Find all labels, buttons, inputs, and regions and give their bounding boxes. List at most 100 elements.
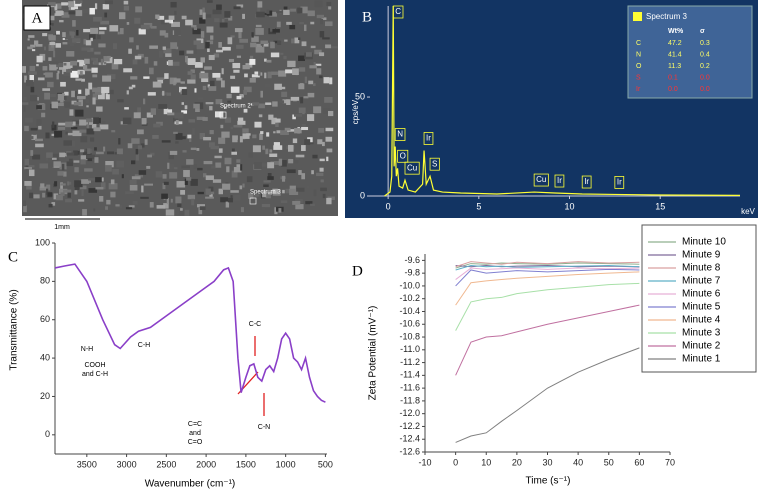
texture: [57, 102, 64, 107]
texture: [298, 170, 302, 175]
texture: [201, 77, 209, 83]
x-tick-label: 3000: [117, 459, 137, 469]
texture: [212, 72, 221, 78]
texture: [175, 133, 183, 140]
texture: [140, 143, 145, 148]
texture: [181, 165, 190, 169]
texture: [319, 75, 323, 79]
texture: [40, 183, 45, 188]
texture: [167, 162, 170, 169]
texture: [105, 206, 108, 210]
texture: [212, 9, 222, 15]
texture: [74, 167, 79, 173]
texture: [214, 111, 224, 118]
texture: [272, 101, 278, 107]
texture: [81, 179, 90, 184]
texture: [269, 149, 273, 153]
texture: [169, 150, 178, 155]
texture: [46, 152, 53, 158]
texture: [112, 168, 119, 175]
texture: [167, 109, 173, 113]
y-tick-label: 40: [40, 352, 50, 362]
texture: [199, 132, 205, 140]
texture: [84, 58, 90, 64]
texture: [153, 61, 158, 66]
texture: [287, 60, 296, 68]
x-tick-label: 0: [453, 457, 458, 467]
texture: [177, 200, 182, 207]
x-tick-label: 1500: [236, 459, 256, 469]
texture: [188, 119, 196, 123]
texture: [69, 181, 72, 185]
texture: [113, 58, 123, 65]
texture: [322, 193, 326, 199]
texture: [43, 46, 47, 51]
texture: [205, 175, 214, 181]
texture: [206, 103, 213, 108]
texture: [36, 55, 43, 63]
texture: [206, 0, 213, 3]
texture: [167, 112, 175, 116]
peak-label-box: [533, 173, 549, 187]
texture: [199, 17, 206, 24]
y-axis-title: Transmittance (%): [9, 289, 20, 370]
texture: [221, 68, 224, 75]
texture: [136, 45, 139, 50]
texture: [291, 38, 294, 44]
texture: [63, 95, 67, 100]
texture: [83, 28, 92, 33]
texture: [262, 145, 265, 150]
texture: [90, 37, 93, 42]
texture: [257, 1, 263, 8]
texture: [196, 116, 205, 120]
texture: [85, 88, 88, 96]
texture: [278, 158, 283, 166]
texture: [230, 126, 233, 130]
texture: [69, 31, 75, 36]
texture: [161, 140, 171, 143]
texture: [162, 90, 165, 96]
texture: [32, 154, 41, 160]
texture: [231, 170, 238, 178]
texture: [61, 163, 65, 171]
panel-label: B: [362, 9, 372, 25]
texture: [48, 2, 56, 7]
spectrum-line: [384, 5, 741, 197]
texture: [236, 95, 242, 100]
texture: [252, 145, 261, 153]
x-tick-label: 50: [604, 457, 614, 467]
texture: [100, 20, 110, 25]
texture: [64, 91, 69, 96]
texture: [268, 192, 273, 195]
texture: [170, 42, 178, 49]
texture: [60, 183, 66, 186]
texture: [88, 82, 93, 90]
peak-label: Ir: [614, 176, 625, 189]
texture: [190, 178, 198, 186]
peak-label-text: C: [395, 7, 401, 16]
texture: [221, 18, 225, 23]
legend-label: Minute 5: [682, 302, 721, 313]
texture: [96, 106, 103, 112]
texture: [57, 171, 64, 176]
texture: [224, 11, 231, 18]
texture: [266, 10, 273, 16]
x-tick-label: 40: [573, 457, 583, 467]
texture: [95, 177, 102, 183]
texture: [208, 54, 215, 61]
texture: [233, 6, 241, 10]
texture: [174, 10, 177, 15]
texture: [293, 114, 303, 117]
texture: [262, 12, 271, 15]
texture: [59, 19, 64, 23]
texture: [254, 162, 262, 169]
texture: [260, 163, 268, 167]
texture: [63, 62, 67, 66]
texture: [101, 120, 106, 125]
texture: [227, 100, 232, 103]
texture: [274, 83, 282, 90]
texture: [65, 131, 69, 135]
annotation: Spectrum 3: [250, 190, 281, 196]
texture: [118, 138, 121, 145]
